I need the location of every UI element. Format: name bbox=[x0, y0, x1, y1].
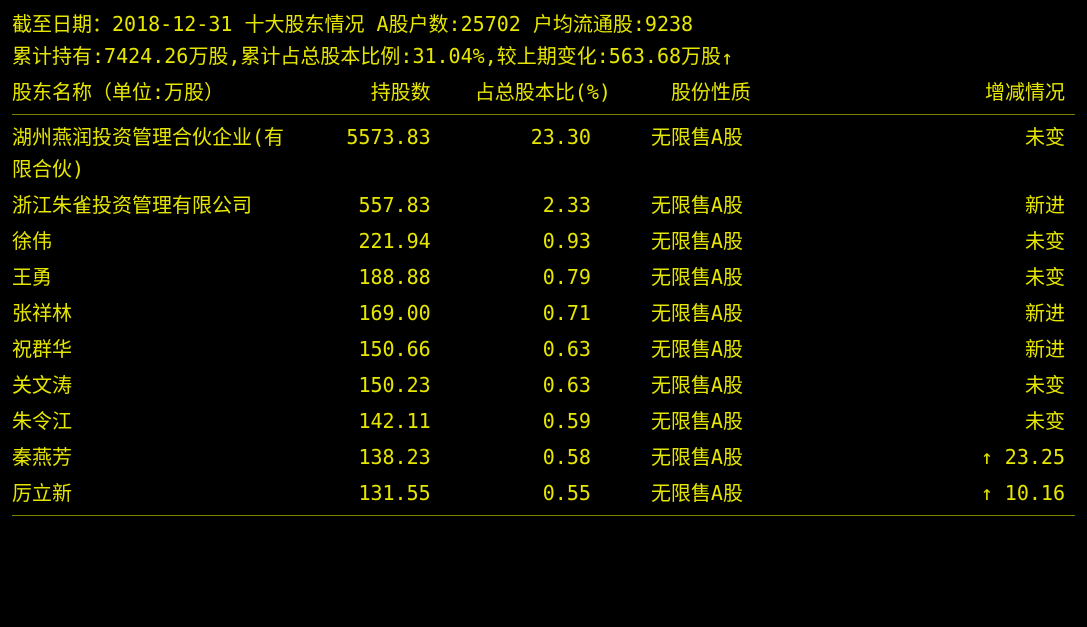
change-value: 未变 bbox=[861, 223, 1075, 259]
change-value: 新进 bbox=[861, 331, 1075, 367]
a-holders-label: A股户数: bbox=[377, 12, 461, 36]
shares-value: 5573.83 bbox=[290, 119, 461, 187]
cum-hold-label: 累计持有: bbox=[12, 44, 104, 68]
change-value: 未变 bbox=[861, 367, 1075, 403]
col-header-name: 股东名称（单位:万股） bbox=[12, 74, 290, 110]
pct-value: 0.55 bbox=[461, 475, 621, 511]
cum-pct-value: 31.04% bbox=[412, 44, 484, 68]
shares-value: 138.23 bbox=[290, 439, 461, 475]
vs-prev-label: 较上期变化: bbox=[497, 44, 609, 68]
shareholder-name: 祝群华 bbox=[12, 331, 290, 367]
cum-pct-label: 累计占总股本比例: bbox=[240, 44, 412, 68]
shares-value: 150.66 bbox=[290, 331, 461, 367]
shares-value: 557.83 bbox=[290, 187, 461, 223]
table-row: 祝群华150.660.63无限售A股新进 bbox=[12, 331, 1075, 367]
up-arrow-icon: ↑ bbox=[721, 46, 733, 70]
date-label: 截至日期： bbox=[12, 12, 112, 36]
table-row: 王勇188.880.79无限售A股未变 bbox=[12, 259, 1075, 295]
change-value: 新进 bbox=[861, 187, 1075, 223]
header-line-2: 累计持有:7424.26万股,累计占总股本比例:31.04%,较上期变化:563… bbox=[12, 40, 1075, 74]
pct-value: 0.59 bbox=[461, 403, 621, 439]
shareholders-table: 股东名称（单位:万股） 持股数 占总股本比(%) 股份性质 增减情况 bbox=[12, 74, 1075, 110]
table-row: 朱令江142.110.59无限售A股未变 bbox=[12, 403, 1075, 439]
a-holders-value: 25702 bbox=[461, 12, 521, 36]
col-header-shares: 持股数 bbox=[290, 74, 461, 110]
shares-value: 188.88 bbox=[290, 259, 461, 295]
vs-prev-value: 563.68万股 bbox=[609, 44, 721, 68]
bottom-divider bbox=[12, 515, 1075, 516]
up-arrow-icon: ↑ bbox=[981, 481, 1005, 505]
col-header-pct: 占总股本比(%) bbox=[461, 74, 621, 110]
table-row: 厉立新131.550.55无限售A股↑ 10.16 bbox=[12, 475, 1075, 511]
shares-value: 142.11 bbox=[290, 403, 461, 439]
shareholder-name: 湖州燕润投资管理合伙企业(有限合伙) bbox=[12, 119, 290, 187]
table-header-row: 股东名称（单位:万股） 持股数 占总股本比(%) 股份性质 增减情况 bbox=[12, 74, 1075, 110]
date-value: 2018-12-31 bbox=[112, 12, 232, 36]
pct-value: 0.63 bbox=[461, 367, 621, 403]
col-header-type: 股份性质 bbox=[621, 74, 861, 110]
shareholder-name: 朱令江 bbox=[12, 403, 290, 439]
pct-value: 2.33 bbox=[461, 187, 621, 223]
share-type: 无限售A股 bbox=[621, 223, 861, 259]
shares-value: 169.00 bbox=[290, 295, 461, 331]
change-value: ↑ 23.25 bbox=[861, 439, 1075, 475]
pct-value: 0.58 bbox=[461, 439, 621, 475]
share-type: 无限售A股 bbox=[621, 295, 861, 331]
pct-value: 0.79 bbox=[461, 259, 621, 295]
shareholders-table-body: 湖州燕润投资管理合伙企业(有限合伙)5573.8323.30无限售A股未变浙江朱… bbox=[12, 119, 1075, 511]
pct-value: 0.63 bbox=[461, 331, 621, 367]
page-title: 十大股东情况 bbox=[244, 12, 364, 36]
table-row: 湖州燕润投资管理合伙企业(有限合伙)5573.8323.30无限售A股未变 bbox=[12, 119, 1075, 187]
change-value: 未变 bbox=[861, 259, 1075, 295]
share-type: 无限售A股 bbox=[621, 119, 861, 187]
pct-value: 0.71 bbox=[461, 295, 621, 331]
avg-shares-label: 户均流通股: bbox=[533, 12, 645, 36]
shareholder-name: 王勇 bbox=[12, 259, 290, 295]
shareholder-name: 浙江朱雀投资管理有限公司 bbox=[12, 187, 290, 223]
cum-hold-value: 7424.26万股 bbox=[104, 44, 228, 68]
share-type: 无限售A股 bbox=[621, 403, 861, 439]
avg-shares-value: 9238 bbox=[645, 12, 693, 36]
table-row: 关文涛150.230.63无限售A股未变 bbox=[12, 367, 1075, 403]
shareholder-name: 徐伟 bbox=[12, 223, 290, 259]
col-header-change: 增减情况 bbox=[861, 74, 1075, 110]
header-line-1: 截至日期：2018-12-31 十大股东情况 A股户数:25702 户均流通股:… bbox=[12, 8, 1075, 40]
pct-value: 23.30 bbox=[461, 119, 621, 187]
top-divider bbox=[12, 114, 1075, 115]
up-arrow-icon: ↑ bbox=[981, 445, 1005, 469]
share-type: 无限售A股 bbox=[621, 259, 861, 295]
shareholder-name: 秦燕芳 bbox=[12, 439, 290, 475]
share-type: 无限售A股 bbox=[621, 331, 861, 367]
table-row: 浙江朱雀投资管理有限公司557.832.33无限售A股新进 bbox=[12, 187, 1075, 223]
shares-value: 221.94 bbox=[290, 223, 461, 259]
pct-value: 0.93 bbox=[461, 223, 621, 259]
shareholder-name: 张祥林 bbox=[12, 295, 290, 331]
shareholder-name: 关文涛 bbox=[12, 367, 290, 403]
share-type: 无限售A股 bbox=[621, 187, 861, 223]
table-row: 徐伟221.940.93无限售A股未变 bbox=[12, 223, 1075, 259]
share-type: 无限售A股 bbox=[621, 439, 861, 475]
shares-value: 150.23 bbox=[290, 367, 461, 403]
change-value: ↑ 10.16 bbox=[861, 475, 1075, 511]
shareholder-name: 厉立新 bbox=[12, 475, 290, 511]
change-value: 未变 bbox=[861, 119, 1075, 187]
table-row: 张祥林169.000.71无限售A股新进 bbox=[12, 295, 1075, 331]
change-value: 新进 bbox=[861, 295, 1075, 331]
share-type: 无限售A股 bbox=[621, 475, 861, 511]
table-row: 秦燕芳138.230.58无限售A股↑ 23.25 bbox=[12, 439, 1075, 475]
change-value: 未变 bbox=[861, 403, 1075, 439]
shares-value: 131.55 bbox=[290, 475, 461, 511]
share-type: 无限售A股 bbox=[621, 367, 861, 403]
